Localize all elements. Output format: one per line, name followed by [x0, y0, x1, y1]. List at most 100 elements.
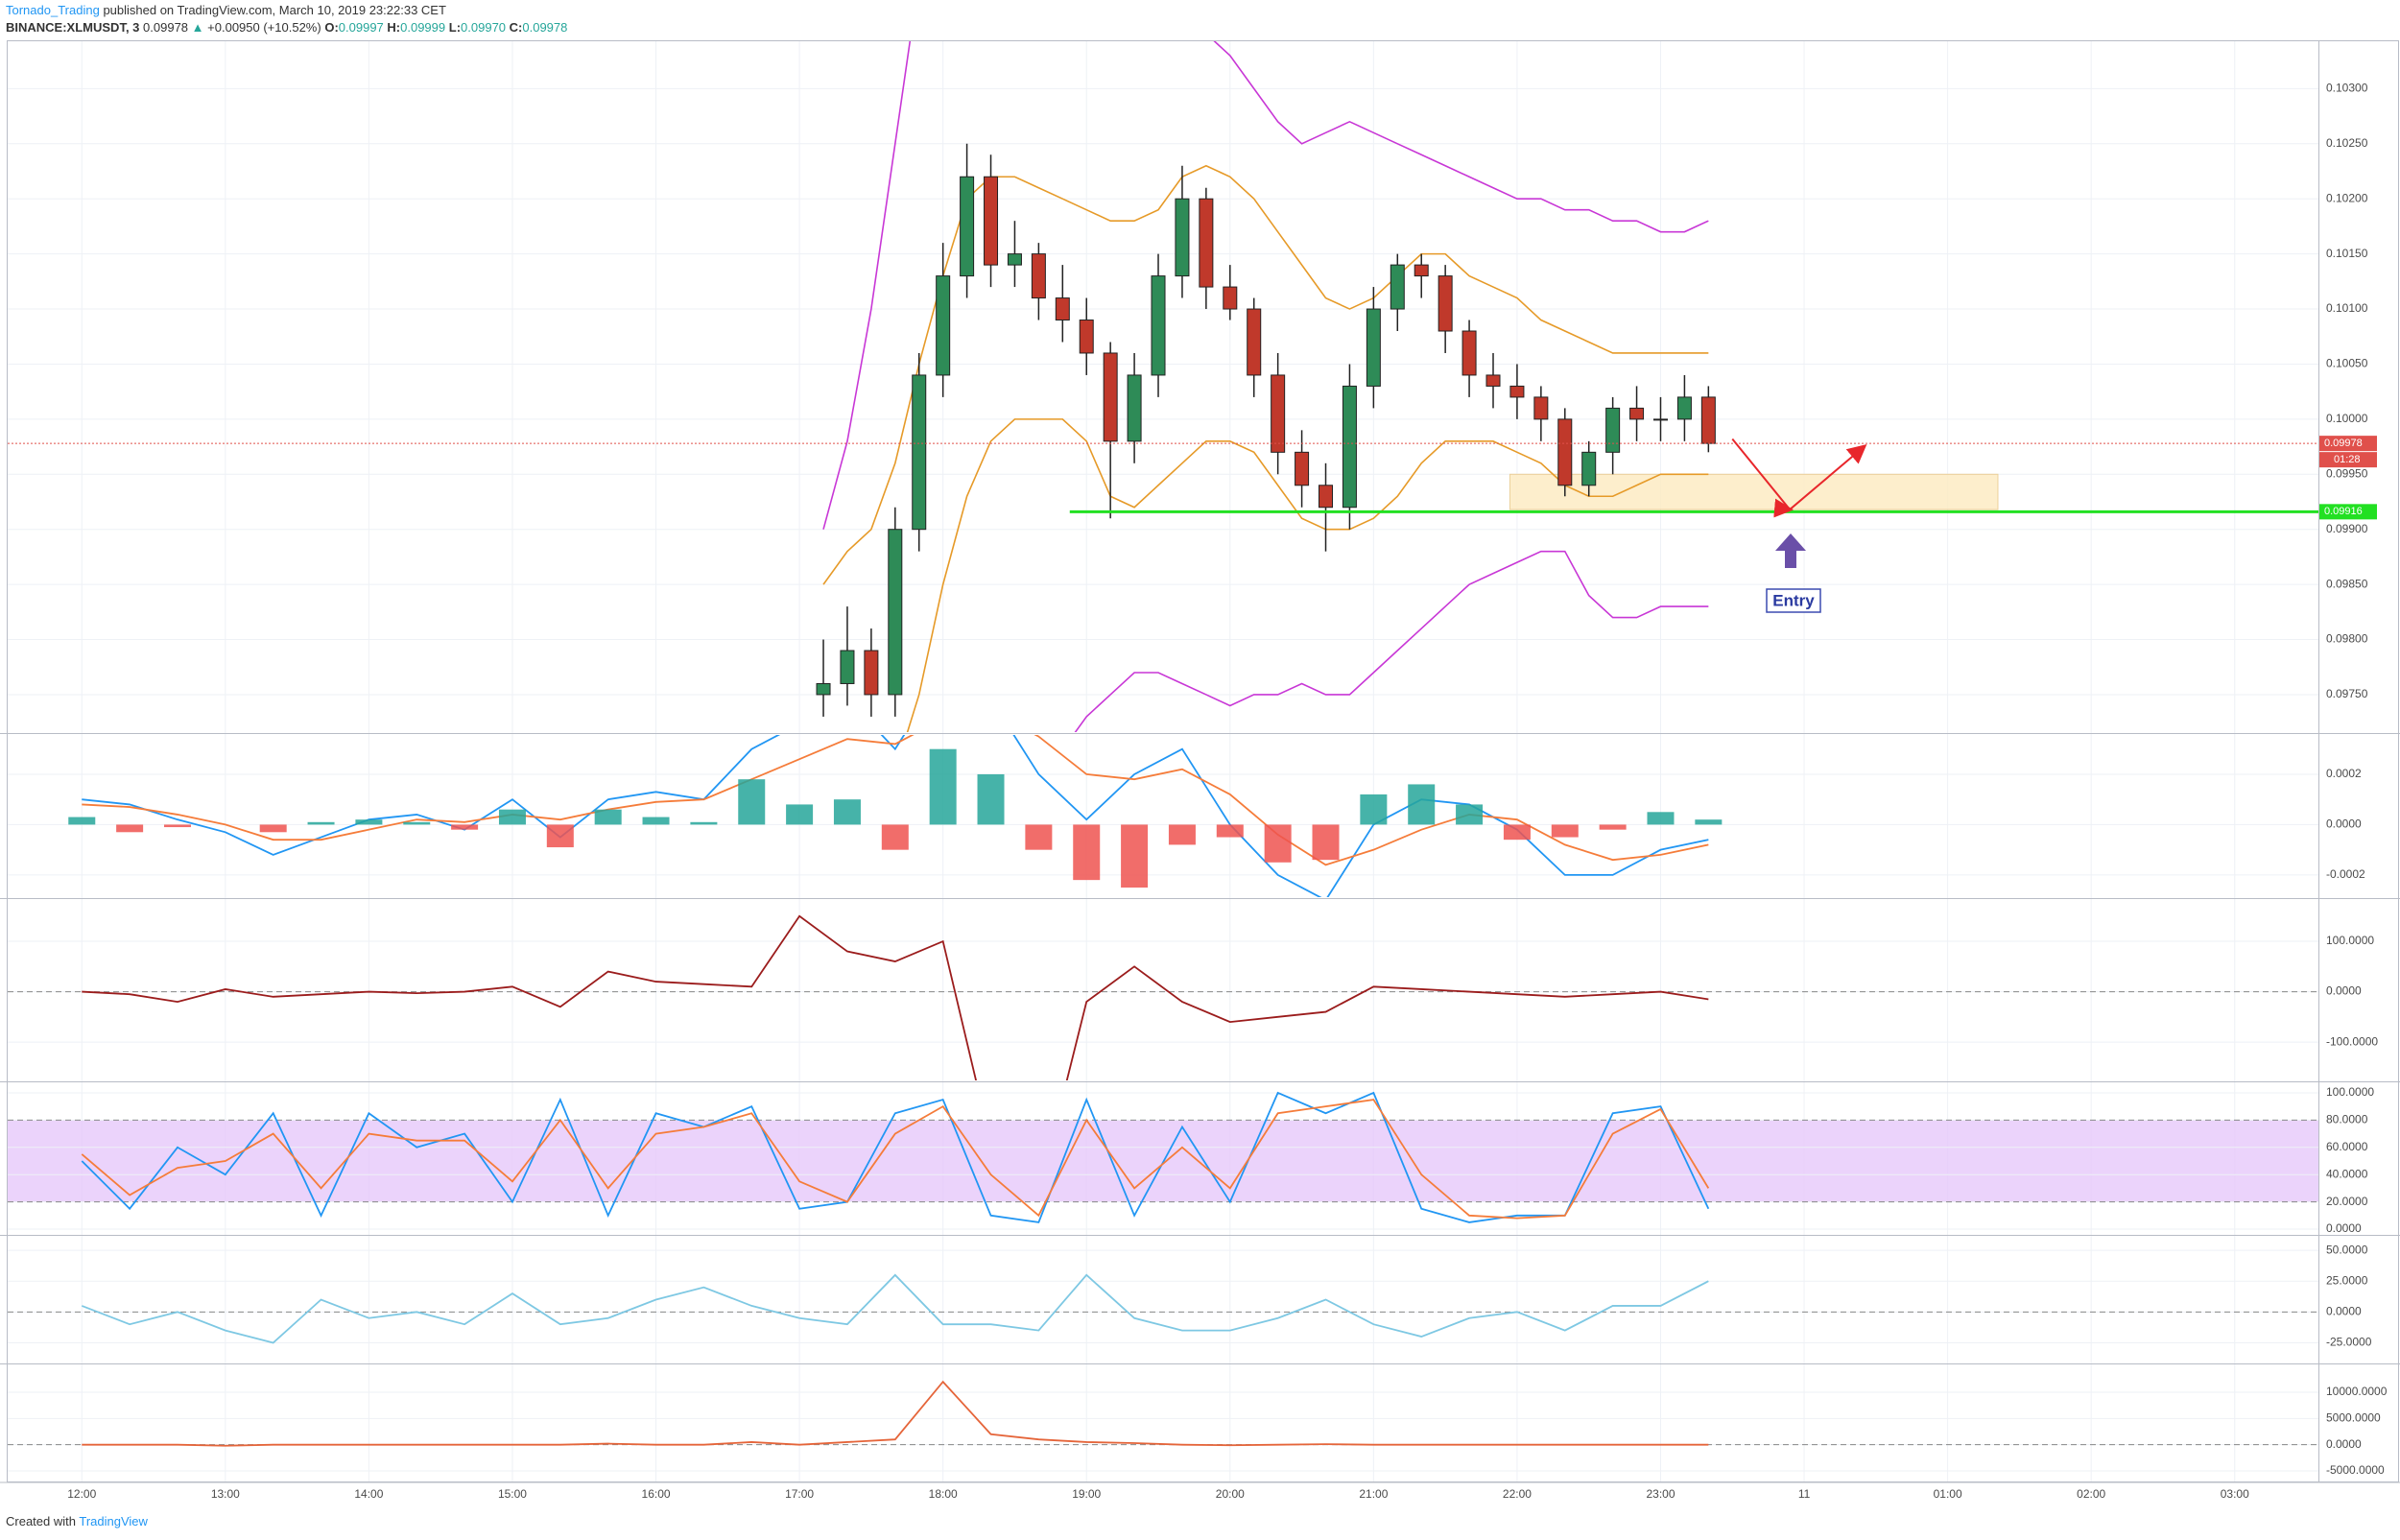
histogram-bar: [881, 824, 909, 850]
y-tick-label: 0.10050: [2326, 357, 2368, 370]
histogram-bar: [1551, 824, 1579, 838]
y-tick-label: 10000.0000: [2326, 1385, 2388, 1398]
histogram-bar: [546, 824, 574, 848]
x-tick-label: 01:00: [1934, 1487, 1962, 1501]
x-tick-label: 11: [1798, 1487, 1811, 1501]
histogram-bar: [642, 817, 670, 825]
histogram-bar: [1121, 824, 1149, 888]
y-tick-label: 0.10200: [2326, 191, 2368, 204]
candle-body: [1295, 451, 1310, 486]
y-tick-label: 0.10300: [2326, 82, 2368, 95]
candle-body: [1700, 396, 1716, 444]
candle-body: [1223, 286, 1238, 310]
candle-body: [888, 529, 903, 696]
y-tick-label: 0.09750: [2326, 687, 2368, 700]
x-tick-label: 18:00: [929, 1487, 958, 1501]
brand[interactable]: TradingView: [79, 1514, 148, 1528]
y-tick-label: 100.0000: [2326, 934, 2374, 947]
price-label-bg: [2319, 504, 2377, 520]
line: [82, 1380, 1709, 1447]
y-tick-label: 0.0000: [2326, 1221, 2362, 1235]
line: [822, 164, 1709, 585]
histogram-bar: [833, 799, 861, 825]
o-value: 0.09997: [338, 20, 384, 35]
published: published on TradingView.com, March 10, …: [103, 3, 446, 17]
x-tick-label: 12:00: [67, 1487, 96, 1501]
y-tick-label: 40.0000: [2326, 1167, 2368, 1180]
candle-body: [1055, 297, 1070, 321]
author[interactable]: Tornado_Trading: [6, 3, 100, 17]
candle-body: [840, 650, 855, 684]
symbol: BINANCE:XLMUSDT, 3: [6, 20, 140, 35]
x-tick-label: 20:00: [1216, 1487, 1245, 1501]
y-tick-label: 20.0000: [2326, 1195, 2368, 1208]
histogram-bar: [1456, 804, 1484, 825]
line: [82, 735, 1709, 897]
histogram-bar: [403, 821, 431, 825]
pane: [8, 1380, 2318, 1472]
created: Created with: [6, 1514, 76, 1528]
price-label: 0.09978: [2324, 438, 2363, 449]
line: [822, 41, 1709, 530]
histogram-bar: [451, 824, 479, 830]
candle-body: [1366, 308, 1381, 387]
y-tick-label: 0.0000: [2326, 984, 2362, 998]
y-tick-label: -5000.0000: [2326, 1463, 2385, 1477]
histogram-bar: [1025, 824, 1053, 850]
histogram-bar: [1695, 819, 1723, 825]
histogram-bar: [307, 821, 335, 825]
candle-body: [1031, 253, 1046, 299]
candle-body: [1414, 264, 1429, 277]
change-arrow: ▲: [191, 20, 204, 35]
histogram-bar: [1312, 824, 1340, 861]
header: Tornado_Trading published on TradingView…: [6, 2, 567, 36]
candle-body: [1557, 418, 1573, 486]
candle-body: [1127, 374, 1142, 442]
y-tick-label: 0.0000: [2326, 1437, 2362, 1451]
histogram-bar: [68, 817, 96, 825]
entry-label: Entry: [1772, 591, 1815, 609]
histogram-bar: [1408, 784, 1436, 825]
entry-arrow: [1775, 533, 1806, 568]
countdown-label: 01:28: [2334, 454, 2361, 465]
line: [1074, 550, 1709, 732]
y-tick-label: -0.0002: [2326, 867, 2365, 881]
histogram-bar: [977, 773, 1005, 825]
candle-body: [1103, 352, 1118, 442]
y-tick-label: 100.0000: [2326, 1085, 2374, 1099]
histogram-bar: [594, 809, 622, 825]
candle-body: [1390, 264, 1405, 310]
pane: [8, 735, 2318, 897]
c-value: 0.09978: [522, 20, 568, 35]
x-tick-label: 02:00: [2077, 1487, 2105, 1501]
candle-body: [1605, 407, 1621, 453]
candle-body: [1151, 275, 1166, 376]
histogram-bar: [355, 819, 383, 825]
candle-body: [1079, 320, 1094, 354]
histogram-bar: [1503, 824, 1531, 841]
x-tick-label: 23:00: [1646, 1487, 1675, 1501]
histogram-bar: [690, 821, 718, 825]
y-tick-label: 0.10100: [2326, 301, 2368, 315]
histogram-bar: [1264, 824, 1292, 863]
pane: [8, 1249, 2318, 1344]
candle-body: [1199, 198, 1214, 288]
y-tick-label: 0.09950: [2326, 466, 2368, 480]
candle-body: [936, 275, 951, 376]
price-label: 0.09916: [2324, 506, 2363, 517]
x-tick-label: 15:00: [498, 1487, 527, 1501]
x-tick-label: 16:00: [642, 1487, 671, 1501]
line: [81, 1099, 1710, 1220]
x-tick-label: 19:00: [1072, 1487, 1101, 1501]
candle-body: [1319, 485, 1334, 509]
histogram-bar: [259, 824, 287, 833]
candle-body: [1438, 275, 1453, 332]
histogram-bar: [1647, 812, 1675, 825]
pane: [8, 1091, 2318, 1230]
line: [81, 1273, 1709, 1344]
candle-body: [1581, 451, 1597, 486]
candle-body: [1652, 418, 1668, 421]
candle-body: [1533, 396, 1549, 420]
